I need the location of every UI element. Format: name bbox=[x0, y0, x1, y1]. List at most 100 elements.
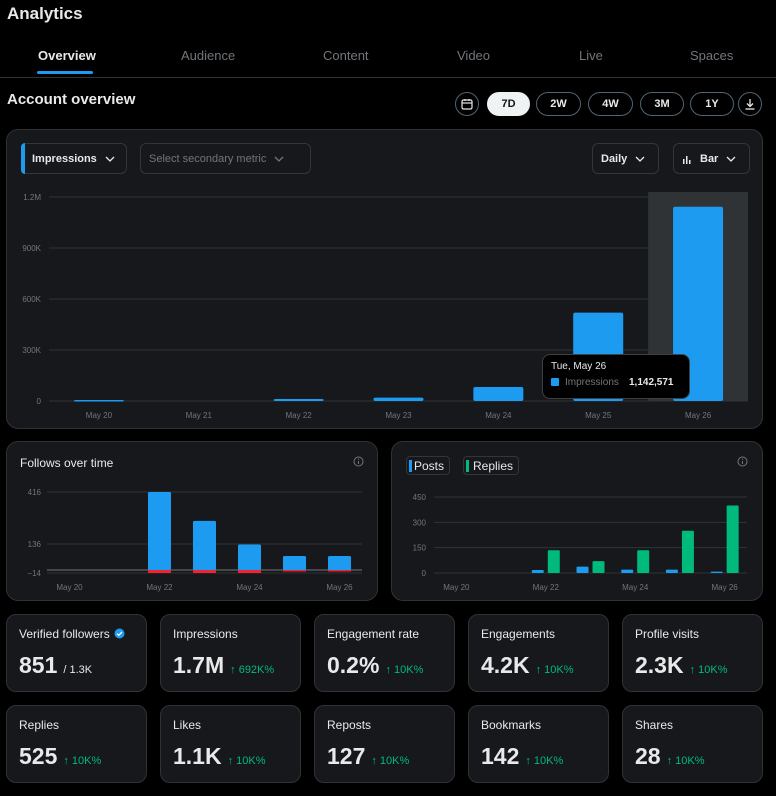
stat-card-likes[interactable]: Likes 1.1K ↑ 10K% bbox=[160, 705, 301, 783]
metric-color-indicator bbox=[21, 143, 25, 174]
y-tick-label: 150 bbox=[413, 544, 427, 553]
stat-title: Engagement rate bbox=[327, 627, 420, 641]
range-1y-button[interactable]: 1Y bbox=[690, 92, 734, 116]
primary-metric-dropdown[interactable]: Impressions bbox=[21, 143, 127, 174]
stat-card-verified-followers[interactable]: Verified followers 851 / 1.3K bbox=[6, 614, 147, 692]
stat-card-bookmarks[interactable]: Bookmarks 142 ↑ 10K% bbox=[468, 705, 609, 783]
x-tick-label: May 20 bbox=[56, 583, 83, 592]
stat-title: Verified followers bbox=[19, 627, 125, 641]
follows-bar-may-22 bbox=[148, 492, 171, 570]
stat-card-profile-visits[interactable]: Profile visits 2.3K ↑ 10K% bbox=[622, 614, 763, 692]
stat-value: 28 bbox=[635, 743, 661, 769]
stat-value: 1.1K bbox=[173, 743, 222, 769]
secondary-metric-dropdown[interactable]: Select secondary metric bbox=[140, 143, 311, 174]
legend-replies-label: Replies bbox=[473, 458, 514, 473]
secondary-metric-placeholder: Select secondary metric bbox=[149, 152, 267, 165]
chart-type-dropdown[interactable]: Bar bbox=[673, 143, 750, 174]
x-tick-label: May 25 bbox=[585, 411, 612, 420]
tab-audience[interactable]: Audience bbox=[181, 48, 236, 63]
stat-title: Replies bbox=[19, 718, 60, 732]
tab-content[interactable]: Content bbox=[323, 48, 369, 63]
replies-bar-may-25 bbox=[681, 530, 694, 573]
x-tick-label: May 24 bbox=[485, 411, 512, 420]
follows-title: Follows over time bbox=[20, 456, 114, 470]
x-tick-label: May 20 bbox=[86, 411, 113, 420]
stat-card-shares[interactable]: Shares 28 ↑ 10K% bbox=[622, 705, 763, 783]
section-title: Account overview bbox=[7, 91, 136, 108]
stat-delta: ↑ 10K% bbox=[385, 664, 424, 676]
x-tick-label: May 21 bbox=[186, 411, 213, 420]
info-icon[interactable] bbox=[737, 456, 748, 467]
stat-value-row: 1.1K ↑ 10K% bbox=[173, 743, 266, 770]
stat-value-row: 525 ↑ 10K% bbox=[19, 743, 101, 770]
stat-card-engagement-rate[interactable]: Engagement rate 0.2% ↑ 10K% bbox=[314, 614, 455, 692]
tab-overview[interactable]: Overview bbox=[38, 48, 96, 63]
chevron-down-icon bbox=[105, 156, 115, 162]
calendar-icon bbox=[461, 99, 473, 110]
stat-value: 4.2K bbox=[481, 652, 530, 678]
x-tick-label: May 24 bbox=[236, 583, 263, 592]
stat-value: 525 bbox=[19, 743, 58, 769]
posts-replies-bar-chart: 450 300 150 0 May 20 May 22 May 24 May 26 bbox=[413, 493, 747, 592]
unfollows-bar-may-22 bbox=[148, 570, 171, 573]
legend-replies[interactable]: Replies bbox=[463, 456, 520, 475]
chart-tooltip: Tue, May 26 Impressions 1,142,571 bbox=[542, 354, 690, 399]
x-tick-label: May 20 bbox=[443, 583, 470, 592]
replies-bar-may-23 bbox=[592, 561, 605, 573]
posts-bar-may-24 bbox=[621, 569, 634, 573]
stat-card-engagements[interactable]: Engagements 4.2K ↑ 10K% bbox=[468, 614, 609, 692]
posts-bar-may-25 bbox=[665, 569, 678, 573]
stat-title: Likes bbox=[173, 718, 202, 732]
legend-posts[interactable]: Posts bbox=[406, 456, 451, 475]
follows-bar-may-26 bbox=[328, 555, 351, 570]
x-tick-label: May 23 bbox=[385, 411, 412, 420]
range-4w-button[interactable]: 4W bbox=[588, 92, 633, 116]
bar-may-20 bbox=[73, 399, 124, 402]
tab-spaces[interactable]: Spaces bbox=[690, 48, 734, 63]
stat-value-row: 28 ↑ 10K% bbox=[635, 743, 705, 770]
stat-title: Reposts bbox=[327, 718, 372, 732]
stat-title: Profile visits bbox=[635, 627, 700, 641]
posts-bar-may-23 bbox=[576, 566, 589, 573]
x-tick-label: May 24 bbox=[622, 583, 649, 592]
stat-value-row: 0.2% ↑ 10K% bbox=[327, 652, 423, 679]
stat-delta: ↑ 10K% bbox=[371, 755, 410, 767]
active-tab-indicator bbox=[37, 71, 93, 74]
chart-type-label: Bar bbox=[700, 152, 719, 165]
x-tick-label: May 22 bbox=[146, 583, 173, 592]
tab-video[interactable]: Video bbox=[457, 48, 491, 63]
unfollows-bar-may-26 bbox=[328, 570, 351, 572]
stat-delta: ↑ 692K% bbox=[230, 664, 275, 676]
replies-color-indicator bbox=[466, 460, 469, 472]
posts-replies-panel: Posts Replies 450 300 150 0 May 20 May 22 May … bbox=[391, 441, 763, 601]
stat-card-impressions[interactable]: Impressions 1.7M ↑ 692K% bbox=[160, 614, 301, 692]
bar-may-22 bbox=[273, 398, 324, 401]
bar-may-26 bbox=[673, 206, 724, 401]
tooltip-date: Tue, May 26 bbox=[551, 361, 607, 372]
bar-may-23 bbox=[373, 397, 424, 401]
stat-value-row: 1.7M ↑ 692K% bbox=[173, 652, 274, 679]
y-tick-label: 136 bbox=[28, 540, 42, 549]
calendar-button[interactable] bbox=[455, 92, 479, 116]
tab-live[interactable]: Live bbox=[579, 48, 603, 63]
interval-dropdown[interactable]: Daily bbox=[592, 143, 659, 174]
bar-chart-icon bbox=[683, 155, 691, 164]
stat-subvalue: / 1.3K bbox=[63, 664, 93, 676]
follows-bar-may-23 bbox=[193, 520, 216, 570]
download-button[interactable] bbox=[738, 92, 762, 116]
replies-bar-may-24 bbox=[637, 550, 650, 573]
stat-card-reposts[interactable]: Reposts 127 ↑ 10K% bbox=[314, 705, 455, 783]
range-3m-button[interactable]: 3M bbox=[640, 92, 684, 116]
chevron-down-icon bbox=[274, 156, 284, 162]
range-2w-button[interactable]: 2W bbox=[536, 92, 581, 116]
x-tick-label: May 22 bbox=[533, 583, 560, 592]
bar-may-24 bbox=[473, 387, 524, 401]
stat-card-replies[interactable]: Replies 525 ↑ 10K% bbox=[6, 705, 147, 783]
range-7d-button[interactable]: 7D bbox=[487, 92, 530, 116]
chevron-down-icon bbox=[726, 156, 736, 162]
unfollows-bar-may-23 bbox=[193, 570, 216, 573]
info-icon[interactable] bbox=[353, 456, 364, 467]
unfollows-bar-may-24 bbox=[238, 570, 261, 573]
y-tick-label: 416 bbox=[28, 488, 42, 497]
y-tick-label: 1.2M bbox=[23, 193, 41, 202]
